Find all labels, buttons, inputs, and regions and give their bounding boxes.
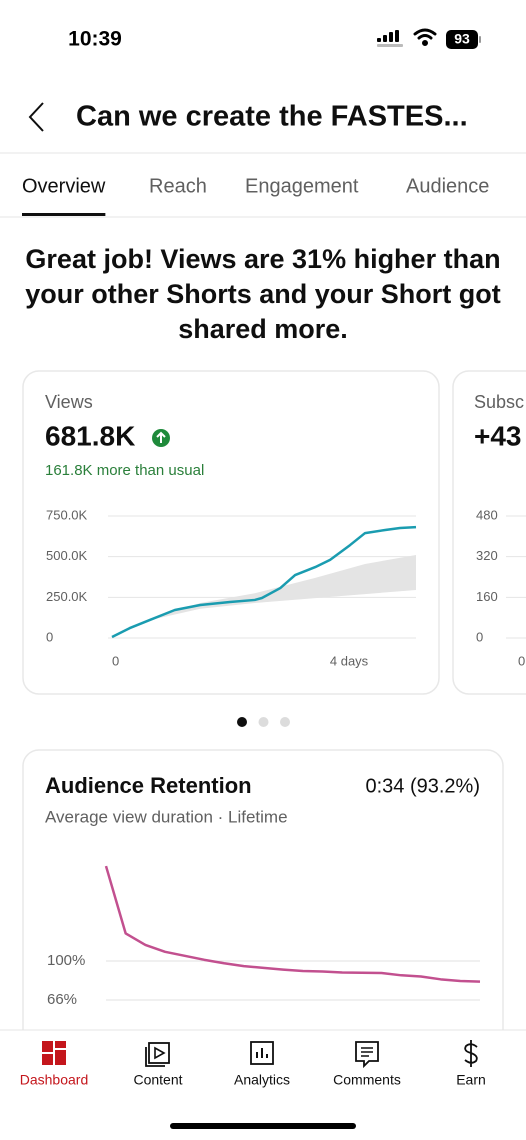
- back-button[interactable]: [28, 102, 44, 132]
- page-dot[interactable]: [280, 717, 290, 727]
- x-tick-label: 4 days: [330, 653, 369, 668]
- tab[interactable]: Audience: [406, 175, 489, 197]
- nav: Dashboard Content Analytics Comments Earn: [20, 1040, 486, 1088]
- page-dot[interactable]: [258, 717, 269, 727]
- tab[interactable]: Reach: [149, 175, 207, 197]
- subs-card[interactable]: [452, 370, 526, 695]
- y-tick-label: 250.0K: [46, 589, 88, 604]
- headline: Great job! Views are 31% higher than you…: [25, 244, 501, 344]
- card-value: 0:34 (93.2%): [365, 775, 480, 797]
- nav-icon[interactable]: [145, 1042, 170, 1067]
- nav-label[interactable]: Dashboard: [20, 1072, 89, 1088]
- tab[interactable]: Engagement: [245, 175, 359, 197]
- card-title: Audience Retention: [45, 773, 252, 798]
- y-tick-label: 100%: [47, 952, 85, 969]
- card-subtitle: Average view duration · Lifetime: [45, 807, 288, 826]
- home-indicator: [170, 1123, 356, 1129]
- status-time: 10:39: [68, 28, 122, 51]
- battery: [446, 30, 478, 49]
- pagination: [237, 717, 290, 727]
- card-label: Views: [45, 392, 93, 412]
- views-card[interactable]: [22, 370, 440, 695]
- up-icon: [152, 429, 170, 447]
- card-value: 681.8K: [45, 420, 135, 451]
- nav-icon[interactable]: [250, 1041, 274, 1065]
- wifi-icon: [413, 28, 437, 46]
- tab[interactable]: Overview: [22, 175, 106, 197]
- retention-line: [104, 865, 481, 983]
- nav-icon[interactable]: [42, 1041, 66, 1065]
- card-label: Subsc: [474, 392, 524, 412]
- views-line: [111, 525, 417, 639]
- y-tick-label: 500.0K: [46, 548, 88, 563]
- views-chart: 0 250.0K 500.0K 750.0K 0 4 days: [46, 507, 417, 668]
- page-dot[interactable]: [237, 717, 247, 727]
- x-tick-label: 0: [112, 653, 119, 668]
- signal-icon: [377, 30, 403, 47]
- y-tick-label: 0: [476, 629, 483, 644]
- nav-label[interactable]: Comments: [333, 1072, 401, 1088]
- x-tick-label: 0: [518, 653, 525, 668]
- tab-indicator: [22, 213, 106, 216]
- y-tick-label: 160: [476, 589, 498, 604]
- subs-chart: 0 160 320 480 0: [476, 507, 526, 668]
- retention-card[interactable]: [22, 749, 504, 1071]
- nav-label[interactable]: Content: [133, 1072, 182, 1088]
- nav-icon[interactable]: [355, 1041, 379, 1069]
- y-tick-label: 320: [476, 548, 498, 563]
- tabs: Overview Reach Engagement Audience: [22, 175, 489, 216]
- card-value: +43: [474, 420, 522, 451]
- card-delta: 161.8K more than usual: [45, 462, 204, 479]
- battery-level: 93: [454, 31, 470, 47]
- y-tick-label: 480: [476, 507, 498, 522]
- retention-chart: 100% 66%: [47, 865, 481, 1008]
- nav-icon[interactable]: [464, 1040, 478, 1067]
- y-tick-label: 0: [46, 629, 53, 644]
- nav-label[interactable]: Analytics: [234, 1072, 290, 1088]
- nav-label[interactable]: Earn: [456, 1072, 486, 1088]
- y-tick-label: 66%: [47, 991, 77, 1008]
- battery-tip: [479, 36, 481, 43]
- y-tick-label: 750.0K: [46, 507, 88, 522]
- header-title: Can we create the FASTES...: [76, 101, 468, 133]
